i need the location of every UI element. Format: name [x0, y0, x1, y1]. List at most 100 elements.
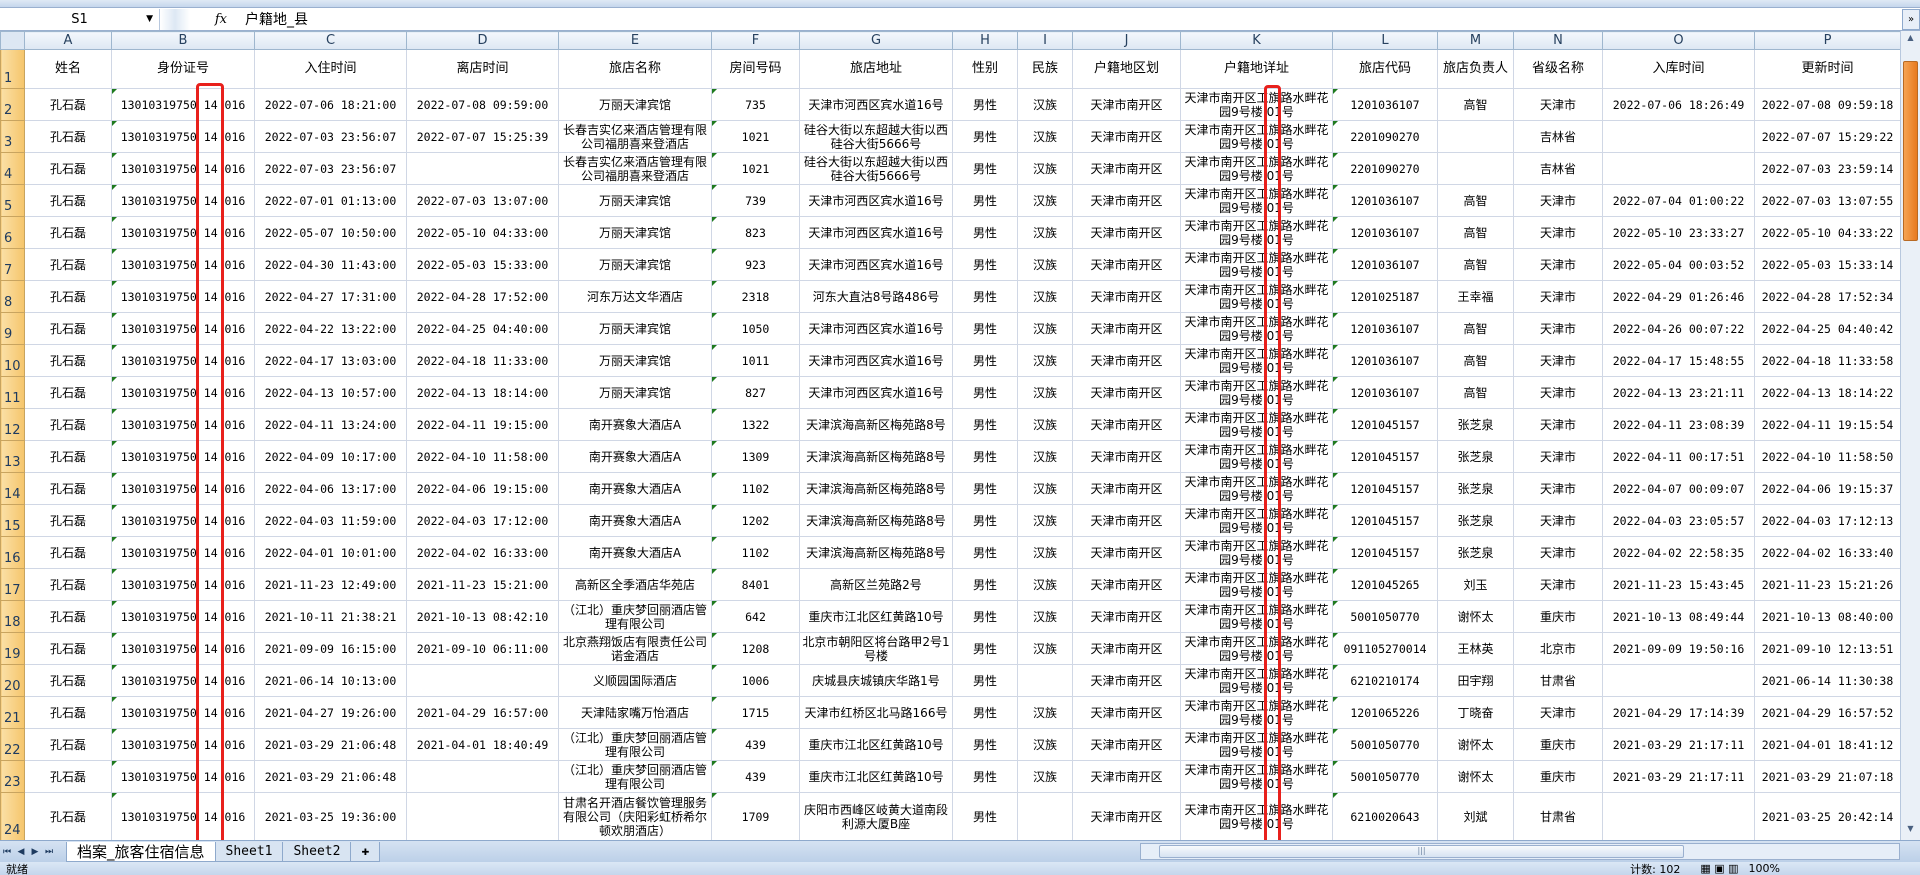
cell-h22[interactable]: 男性: [952, 728, 1018, 761]
cell-p7[interactable]: 2022-05-03 15:33:14: [1754, 248, 1900, 281]
row-header-14[interactable]: 14: [0, 472, 25, 505]
cell-m10[interactable]: 高智: [1437, 344, 1514, 377]
cell-b18[interactable]: 13010319750 14 016: [111, 600, 255, 633]
cell-a6[interactable]: 孔石磊: [24, 216, 112, 249]
insert-function-button[interactable]: fx: [160, 8, 235, 30]
cell-j24[interactable]: 天津市南开区: [1072, 792, 1181, 840]
cell-b13[interactable]: 13010319750 14 016: [111, 440, 255, 473]
cell-p23[interactable]: 2021-03-29 21:07:18: [1754, 760, 1900, 793]
next-sheet-icon[interactable]: ▶: [31, 846, 39, 857]
cell-l7[interactable]: 1201036107: [1332, 248, 1438, 281]
cell-n4[interactable]: 吉林省: [1513, 152, 1603, 185]
cell-j18[interactable]: 天津市南开区: [1072, 600, 1181, 633]
cell-o9[interactable]: 2022-04-26 00:07:22: [1602, 312, 1755, 345]
cell-e7[interactable]: 万丽天津宾馆: [558, 248, 712, 281]
cell-f7[interactable]: 923: [711, 248, 800, 281]
row-header-19[interactable]: 19: [0, 632, 25, 665]
cell-o2[interactable]: 2022-07-06 18:26:49: [1602, 88, 1755, 121]
cell-i20[interactable]: [1017, 664, 1073, 697]
cell-m5[interactable]: 高智: [1437, 184, 1514, 217]
cell-k3[interactable]: 天津市南开区工旗路水畔花园9号楼 01号: [1180, 120, 1333, 153]
cell-b3[interactable]: 13010319750 14 016: [111, 120, 255, 153]
cell-j5[interactable]: 天津市南开区: [1072, 184, 1181, 217]
cell-e6[interactable]: 万丽天津宾馆: [558, 216, 712, 249]
cell-p12[interactable]: 2022-04-11 19:15:54: [1754, 408, 1900, 441]
cell-m2[interactable]: 高智: [1437, 88, 1514, 121]
column-title-cell[interactable]: 入库时间: [1602, 49, 1755, 89]
cell-h6[interactable]: 男性: [952, 216, 1018, 249]
column-title-cell[interactable]: 旅店名称: [558, 49, 712, 89]
cell-f24[interactable]: 1709: [711, 792, 800, 840]
cell-a12[interactable]: 孔石磊: [24, 408, 112, 441]
cell-g22[interactable]: 重庆市江北区红黄路10号: [799, 728, 953, 761]
cell-e2[interactable]: 万丽天津宾馆: [558, 88, 712, 121]
cell-f22[interactable]: 439: [711, 728, 800, 761]
cell-m11[interactable]: 高智: [1437, 376, 1514, 409]
cell-b16[interactable]: 13010319750 14 016: [111, 536, 255, 569]
cell-e24[interactable]: 甘肃名开酒店餐饮管理服务有限公司（庆阳彩虹桥希尔顿欢朋酒店）: [558, 792, 712, 840]
cell-g18[interactable]: 重庆市江北区红黄路10号: [799, 600, 953, 633]
cell-a23[interactable]: 孔石磊: [24, 760, 112, 793]
cell-i7[interactable]: 汉族: [1017, 248, 1073, 281]
cell-d4[interactable]: [406, 152, 559, 185]
scroll-up-icon[interactable]: ▲: [1907, 33, 1914, 42]
cell-p8[interactable]: 2022-04-28 17:52:34: [1754, 280, 1900, 313]
cell-l3[interactable]: 2201090270: [1332, 120, 1438, 153]
cell-n10[interactable]: 天津市: [1513, 344, 1603, 377]
cell-f15[interactable]: 1202: [711, 504, 800, 537]
sheet-tab-archive[interactable]: 档案_旅客住宿信息: [66, 841, 216, 862]
cell-p21[interactable]: 2021-04-29 16:57:52: [1754, 696, 1900, 729]
cell-j2[interactable]: 天津市南开区: [1072, 88, 1181, 121]
cell-a2[interactable]: 孔石磊: [24, 88, 112, 121]
cell-i4[interactable]: 汉族: [1017, 152, 1073, 185]
cell-k10[interactable]: 天津市南开区工旗路水畔花园9号楼 01号: [1180, 344, 1333, 377]
cell-n14[interactable]: 天津市: [1513, 472, 1603, 505]
cell-j10[interactable]: 天津市南开区: [1072, 344, 1181, 377]
cell-j20[interactable]: 天津市南开区: [1072, 664, 1181, 697]
cell-b23[interactable]: 13010319750 14 016: [111, 760, 255, 793]
cell-o13[interactable]: 2022-04-11 00:17:51: [1602, 440, 1755, 473]
cell-d23[interactable]: [406, 760, 559, 793]
cell-g16[interactable]: 天津滨海高新区梅苑路8号: [799, 536, 953, 569]
row-header-13[interactable]: 13: [0, 440, 25, 473]
cell-n15[interactable]: 天津市: [1513, 504, 1603, 537]
cell-e4[interactable]: 长春吉实亿来酒店管理有限公司福朋喜来登酒店: [558, 152, 712, 185]
cell-a14[interactable]: 孔石磊: [24, 472, 112, 505]
cell-e14[interactable]: 南开赛象大酒店A: [558, 472, 712, 505]
cell-g2[interactable]: 天津市河西区宾水道16号: [799, 88, 953, 121]
cell-d13[interactable]: 2022-04-10 11:58:00: [406, 440, 559, 473]
cell-c12[interactable]: 2022-04-11 13:24:00: [254, 408, 407, 441]
cell-b8[interactable]: 13010319750 14 016: [111, 280, 255, 313]
cell-e16[interactable]: 南开赛象大酒店A: [558, 536, 712, 569]
column-title-cell[interactable]: 户籍地详址: [1180, 49, 1333, 89]
cell-c23[interactable]: 2021-03-29 21:06:48: [254, 760, 407, 793]
cell-c10[interactable]: 2022-04-17 13:03:00: [254, 344, 407, 377]
cell-j16[interactable]: 天津市南开区: [1072, 536, 1181, 569]
row-header-4[interactable]: 4: [0, 152, 25, 185]
cell-i12[interactable]: 汉族: [1017, 408, 1073, 441]
cell-e5[interactable]: 万丽天津宾馆: [558, 184, 712, 217]
column-header-h[interactable]: H: [952, 31, 1018, 50]
cell-m17[interactable]: 刘玉: [1437, 568, 1514, 601]
cell-l9[interactable]: 1201036107: [1332, 312, 1438, 345]
cell-o18[interactable]: 2021-10-13 08:49:44: [1602, 600, 1755, 633]
cell-i5[interactable]: 汉族: [1017, 184, 1073, 217]
row-header-21[interactable]: 21: [0, 696, 25, 729]
cell-b7[interactable]: 13010319750 14 016: [111, 248, 255, 281]
cell-c4[interactable]: 2022-07-03 23:56:07: [254, 152, 407, 185]
cell-p14[interactable]: 2022-04-06 19:15:37: [1754, 472, 1900, 505]
cell-c16[interactable]: 2022-04-01 10:01:00: [254, 536, 407, 569]
cell-p13[interactable]: 2022-04-10 11:58:50: [1754, 440, 1900, 473]
cell-k19[interactable]: 天津市南开区工旗路水畔花园9号楼 01号: [1180, 632, 1333, 665]
cell-l6[interactable]: 1201036107: [1332, 216, 1438, 249]
column-header-l[interactable]: L: [1332, 31, 1438, 50]
cell-m7[interactable]: 高智: [1437, 248, 1514, 281]
column-title-cell[interactable]: 入住时间: [254, 49, 407, 89]
cell-n9[interactable]: 天津市: [1513, 312, 1603, 345]
cell-l17[interactable]: 1201045265: [1332, 568, 1438, 601]
row-header-8[interactable]: 8: [0, 280, 25, 313]
cell-b19[interactable]: 13010319750 14 016: [111, 632, 255, 665]
cell-a16[interactable]: 孔石磊: [24, 536, 112, 569]
column-header-j[interactable]: J: [1072, 31, 1181, 50]
cell-a10[interactable]: 孔石磊: [24, 344, 112, 377]
